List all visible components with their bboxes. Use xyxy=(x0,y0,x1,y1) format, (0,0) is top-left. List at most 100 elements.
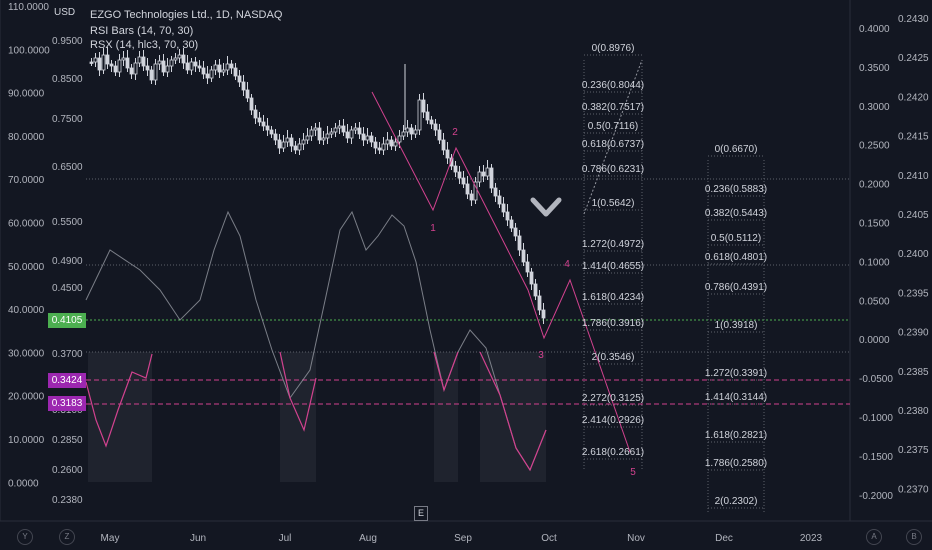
candle-body xyxy=(321,137,326,141)
fib-b-level: 0.786(0.4391) xyxy=(705,282,767,293)
candle-body xyxy=(441,139,446,151)
candle-body xyxy=(101,54,106,71)
candle-body xyxy=(201,67,206,75)
candle-body xyxy=(425,111,430,121)
candle-body xyxy=(105,54,110,65)
candle-body xyxy=(249,97,254,111)
fib-a-level: 0.786(0.6231) xyxy=(582,164,644,175)
time-tick: Oct xyxy=(541,533,557,544)
right-tick: 0.1000 xyxy=(859,257,890,268)
far-left-tick: 80.0000 xyxy=(8,132,45,143)
candle-body xyxy=(445,149,450,159)
candle-body xyxy=(301,139,306,145)
candle-body xyxy=(345,131,350,139)
indicator-rsi-bars[interactable]: RSI Bars (14, 70, 30) xyxy=(90,25,194,37)
candle-body xyxy=(541,309,546,319)
far-right-tick: 0.2380 xyxy=(898,406,929,417)
fib-a-level: 0.382(0.7517) xyxy=(582,102,644,113)
candle-body xyxy=(189,61,194,71)
candle-body xyxy=(173,57,178,61)
right-tick: 0.0500 xyxy=(859,296,890,307)
right-tick: 0.2500 xyxy=(859,141,890,152)
right-tick: 0.2000 xyxy=(859,180,890,191)
event-marker[interactable]: E xyxy=(414,506,428,521)
candle-body xyxy=(409,127,414,135)
nav-button-z[interactable]: Z xyxy=(59,529,75,545)
price-tag-current: 0.4105 xyxy=(48,313,86,328)
candle-body xyxy=(293,145,298,151)
candle-body xyxy=(197,65,202,69)
wave-label: 4 xyxy=(564,259,570,270)
candle-body xyxy=(165,65,170,73)
candle-body xyxy=(329,131,334,135)
wave-label: 1 xyxy=(430,223,436,234)
fib-b-level: 2(0.2302) xyxy=(715,496,758,507)
candle-body xyxy=(141,56,146,67)
candle-body xyxy=(369,135,374,143)
fib-a-level: 1(0.5642) xyxy=(592,198,635,209)
fib-a-level: 0(0.8976) xyxy=(592,43,635,54)
nav-button-a[interactable]: A xyxy=(866,529,882,545)
right-tick: 0.3500 xyxy=(859,63,890,74)
fib-b-level: 1.618(0.2821) xyxy=(705,430,767,441)
candle-body xyxy=(465,183,470,195)
fib-a-level: 1.272(0.4972) xyxy=(582,239,644,250)
time-tick: Sep xyxy=(454,533,472,544)
candle-body xyxy=(89,61,94,64)
candle-body xyxy=(525,261,530,273)
elliott-wave-path xyxy=(371,91,631,453)
currency-label: USD xyxy=(54,7,76,18)
far-right-tick: 0.2405 xyxy=(898,210,929,221)
nav-button-y[interactable]: Y xyxy=(17,529,33,545)
wave-label: 2 xyxy=(452,127,458,138)
far-left-tick: 50.0000 xyxy=(8,262,45,273)
candle-body xyxy=(505,211,510,221)
fib-b-level: 0.236(0.5883) xyxy=(705,184,767,195)
far-right-tick: 0.2425 xyxy=(898,53,929,64)
candle-body xyxy=(229,63,234,69)
candle-body xyxy=(217,64,222,73)
candle-body xyxy=(253,109,258,119)
candle-body xyxy=(333,127,338,133)
candle-body xyxy=(309,129,314,137)
wave-label: 5 xyxy=(630,467,636,478)
candle-body xyxy=(137,56,142,64)
inner-left-tick: 0.4900 xyxy=(52,256,83,267)
far-right-tick: 0.2430 xyxy=(898,14,929,25)
fib-a-trend xyxy=(583,59,643,215)
inner-left-tick: 0.2600 xyxy=(52,465,83,476)
candle-body xyxy=(397,135,402,143)
far-left-tick: 0.0000 xyxy=(8,478,39,489)
candle-body xyxy=(245,89,250,99)
inner-left-tick: 0.9500 xyxy=(52,36,83,47)
candle-body xyxy=(265,125,270,131)
candle-body xyxy=(353,127,358,131)
candle-body xyxy=(393,141,398,147)
rsx-oversold-segment-1 xyxy=(279,351,317,432)
candle-body xyxy=(413,129,418,135)
fib-b-level: 1.786(0.2580) xyxy=(705,458,767,469)
far-left-tick: 10.0000 xyxy=(8,435,45,446)
symbol-title[interactable]: EZGO Technologies Ltd., 1D, NASDAQ xyxy=(90,9,283,21)
far-right-tick: 0.2420 xyxy=(898,92,929,103)
fib-a-level: 0.5(0.7116) xyxy=(588,121,638,132)
candle-body xyxy=(205,73,210,79)
fib-a-level: 2(0.3546) xyxy=(592,352,635,363)
nav-button-b[interactable]: B xyxy=(906,529,922,545)
right-tick: -0.1500 xyxy=(859,452,893,463)
right-tick: 0.0000 xyxy=(859,335,890,346)
candle-body xyxy=(273,133,278,141)
fib-b-level: 1.272(0.3391) xyxy=(705,368,767,379)
candle-body xyxy=(517,235,522,251)
candle-body xyxy=(469,193,474,201)
candle-body xyxy=(237,75,242,83)
fib-a-level: 1.618(0.4234) xyxy=(582,292,644,303)
candle-body xyxy=(297,143,302,151)
candle-body xyxy=(285,137,290,143)
oversold-zone-2 xyxy=(434,352,458,482)
fib-a-level: 2.618(0.2661) xyxy=(582,447,644,458)
oversold-zone-0 xyxy=(88,352,152,482)
indicator-rsx[interactable]: RSX (14, hlc3, 70, 30) xyxy=(90,39,199,51)
